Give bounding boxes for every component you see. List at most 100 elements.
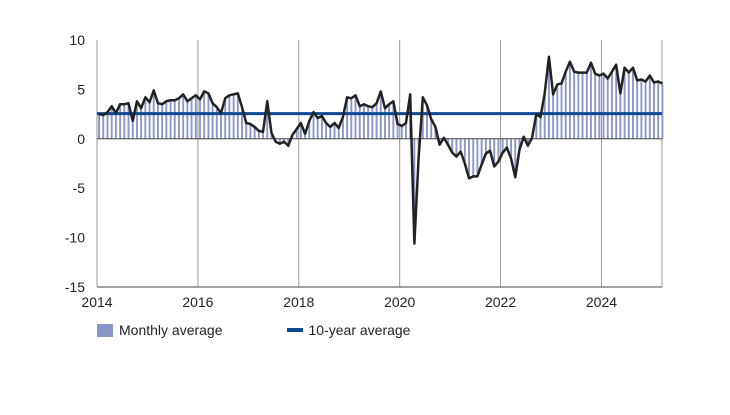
bar [590, 62, 592, 139]
legend-swatch-bar [97, 323, 113, 337]
bar [295, 128, 298, 139]
bar [358, 106, 361, 139]
bar [148, 102, 151, 139]
bar [648, 75, 651, 139]
bar [316, 118, 319, 139]
bar [262, 131, 264, 139]
bar [178, 98, 180, 139]
bar [426, 105, 428, 139]
bar [627, 72, 630, 139]
bars-layer [98, 56, 664, 244]
bar [468, 138, 470, 179]
bar [337, 127, 340, 139]
bar [102, 115, 105, 139]
bar [413, 138, 416, 244]
legend-label-monthly: Monthly average [119, 322, 223, 338]
bar [547, 56, 550, 139]
y-tick-label: 5 [77, 81, 85, 97]
bar [543, 93, 546, 139]
bar [632, 67, 634, 139]
bar [400, 125, 403, 139]
legend-item-average: 10-year average [286, 322, 411, 338]
bar [623, 67, 626, 139]
bar [510, 138, 513, 159]
bar [135, 101, 138, 139]
bar [476, 138, 479, 177]
bar [161, 104, 164, 139]
bar [346, 97, 349, 139]
bar [211, 103, 214, 139]
bar [131, 121, 134, 139]
bar [119, 104, 122, 139]
bar [123, 104, 126, 139]
bar [518, 138, 521, 150]
bar [489, 138, 491, 151]
line-layer [98, 55, 663, 245]
bar [228, 95, 231, 139]
bar [165, 101, 168, 139]
bar [253, 126, 256, 139]
bar [568, 61, 571, 139]
x-tick-label: 2020 [384, 294, 415, 310]
bar [505, 138, 508, 148]
bar [556, 84, 559, 139]
x-tick-label: 2022 [485, 294, 516, 310]
y-tick-label: 10 [69, 32, 85, 48]
bar [182, 94, 185, 139]
bar [636, 80, 639, 139]
bar [430, 119, 433, 139]
bar [497, 138, 500, 162]
bar [362, 104, 365, 139]
x-tick-label: 2014 [81, 294, 112, 310]
bar [493, 138, 496, 167]
bar [463, 138, 466, 164]
bar [539, 117, 542, 139]
bar [581, 72, 584, 139]
bar [333, 122, 336, 139]
bar [140, 108, 143, 139]
bar [106, 112, 109, 139]
bar [127, 103, 130, 139]
bar [350, 98, 353, 139]
bar [560, 83, 563, 139]
bar [249, 123, 252, 139]
bar [304, 133, 306, 139]
legend: Monthly average 10-year average [97, 322, 410, 338]
bar [535, 114, 538, 139]
bar [375, 103, 378, 139]
bar [241, 107, 243, 139]
x-tick-label: 2024 [586, 294, 617, 310]
bar [573, 71, 576, 139]
bar [480, 138, 483, 165]
bar [354, 95, 357, 139]
bar [190, 98, 193, 139]
bar [299, 122, 302, 139]
bar [266, 101, 269, 139]
bar [405, 122, 407, 139]
bar [455, 138, 458, 157]
bar [602, 73, 605, 139]
bar [186, 101, 189, 139]
bar [619, 93, 622, 139]
bar [451, 138, 454, 153]
bar [114, 113, 117, 139]
axis-layer [97, 138, 662, 288]
bar [341, 117, 344, 139]
bar [325, 122, 328, 139]
bar [585, 72, 588, 139]
bar [501, 138, 504, 153]
bar [472, 138, 475, 177]
x-tick-label: 2016 [182, 294, 213, 310]
bar [434, 126, 437, 139]
bar [144, 97, 147, 139]
bar [215, 107, 218, 139]
bar [312, 112, 315, 139]
bar [615, 64, 618, 139]
bar [388, 104, 391, 139]
bar [157, 103, 159, 139]
legend-label-average: 10-year average [308, 322, 411, 338]
bar [371, 107, 374, 139]
